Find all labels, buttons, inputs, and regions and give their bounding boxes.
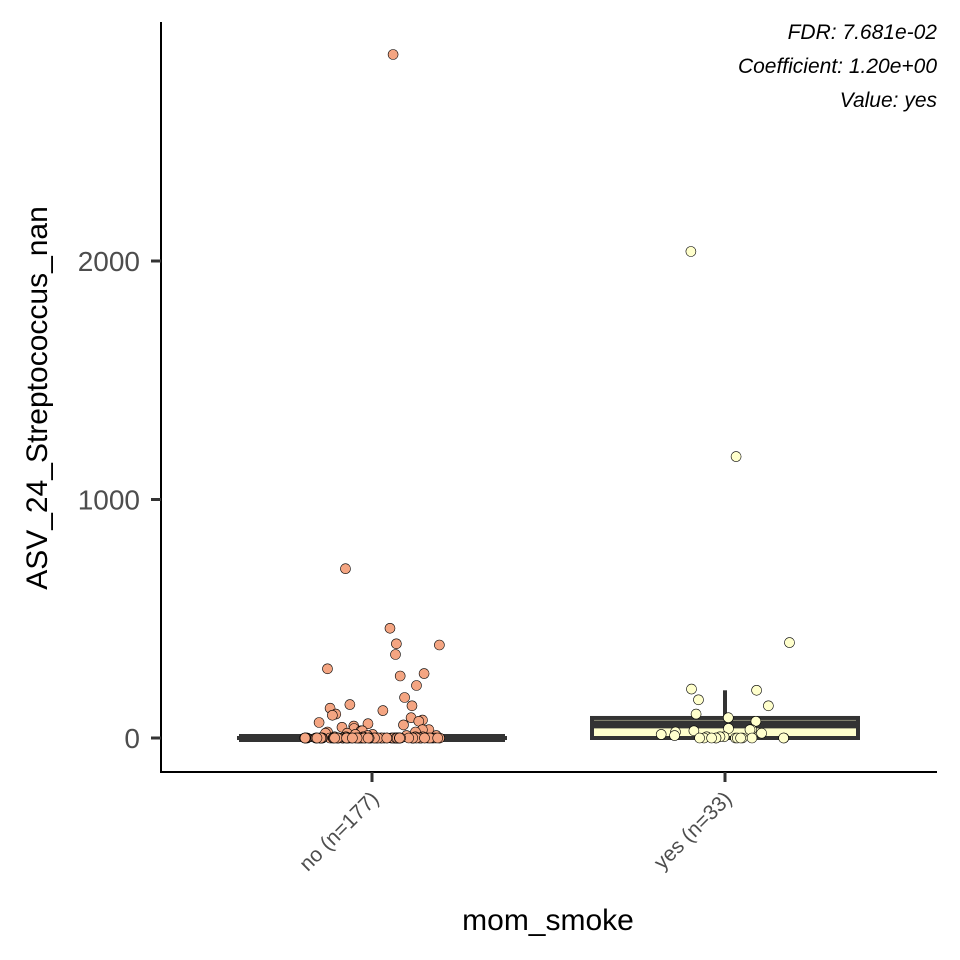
data-point: [362, 732, 374, 744]
points-layer: [299, 49, 795, 744]
data-point: [694, 732, 705, 744]
data-point: [377, 705, 389, 716]
data-point: [387, 49, 399, 60]
data-point: [398, 719, 409, 731]
x-axis-title: mom_smoke: [462, 904, 634, 937]
data-point: [411, 680, 422, 691]
data-point: [686, 683, 697, 695]
data-point: [340, 563, 351, 575]
annotation-fdr: FDR: 7.681e-02: [788, 21, 938, 44]
x-tick-label: no (n=177): [295, 787, 384, 876]
data-point: [391, 638, 402, 650]
data-point: [399, 692, 410, 703]
x-tick-label: yes (n=33): [650, 787, 737, 874]
data-point: [434, 639, 445, 651]
y-tick-label: 1000: [78, 485, 140, 516]
annotation-value: Value: yes: [840, 89, 938, 112]
y-tick-label: 0: [124, 723, 140, 754]
data-point: [750, 715, 762, 727]
data-point: [299, 732, 311, 744]
axes-layer: [160, 22, 937, 773]
data-point: [381, 732, 393, 744]
data-point: [329, 732, 340, 744]
data-point: [347, 732, 358, 744]
data-point: [655, 729, 667, 740]
data-point: [735, 732, 746, 744]
data-point: [311, 732, 323, 744]
data-point: [688, 725, 700, 737]
data-point: [763, 700, 774, 712]
y-tick-label: 2000: [78, 246, 140, 277]
data-point: [418, 668, 430, 679]
data-point: [362, 718, 374, 730]
data-point: [730, 451, 742, 462]
data-point: [693, 694, 704, 706]
annotation-coefficient: Coefficient: 1.20e+00: [738, 55, 937, 78]
data-point: [756, 727, 767, 739]
y-ticks: 0 1000 2000: [78, 246, 161, 754]
data-point: [406, 700, 418, 712]
data-point: [313, 717, 325, 728]
data-point: [327, 709, 338, 721]
data-point: [344, 699, 356, 710]
data-point: [394, 670, 406, 682]
data-point: [669, 730, 680, 741]
data-point: [419, 732, 430, 744]
data-point: [722, 712, 734, 724]
data-point: [685, 246, 697, 257]
data-point: [778, 732, 789, 744]
stats-annotations: FDR: 7.681e-02 Coefficient: 1.20e+00 Val…: [738, 21, 938, 112]
x-ticks: no (n=177) yes (n=33): [295, 772, 737, 876]
data-point: [690, 708, 702, 720]
data-point: [706, 732, 717, 744]
data-point: [432, 732, 444, 744]
y-axis-title: ASV_24_Streptococcus_nan: [21, 206, 54, 590]
data-point: [390, 649, 401, 660]
data-point: [746, 732, 758, 744]
data-point: [394, 732, 405, 744]
data-point: [322, 663, 333, 675]
data-point: [784, 637, 795, 648]
data-point: [723, 723, 734, 734]
data-point: [751, 684, 762, 696]
data-point: [384, 622, 396, 634]
